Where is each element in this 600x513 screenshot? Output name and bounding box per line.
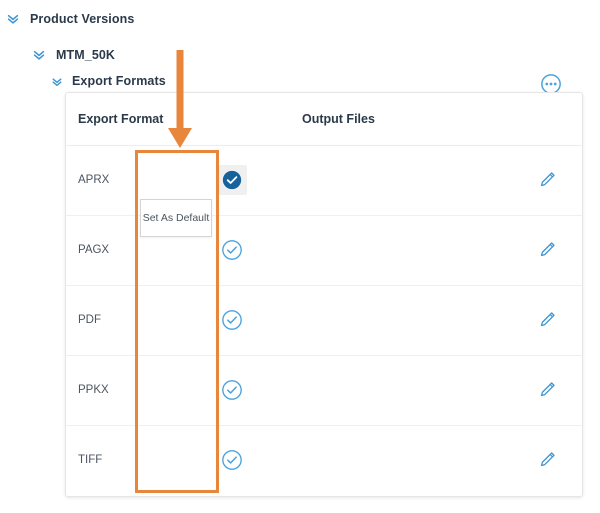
cell-export-format: TIFF bbox=[78, 454, 103, 467]
check-circle-filled-icon[interactable] bbox=[217, 165, 247, 195]
cell-set-default bbox=[174, 285, 290, 356]
cell-edit bbox=[514, 145, 582, 216]
pencil-icon[interactable] bbox=[538, 239, 558, 259]
table-header-row: Export Format Output Files bbox=[66, 93, 582, 146]
cell-output-files bbox=[290, 425, 514, 495]
export-formats-table: Export Format Output Files APRX bbox=[66, 93, 582, 495]
table-row: PAGX bbox=[66, 215, 582, 286]
table-body: APRX bbox=[66, 145, 582, 495]
tree-item-label: Export Formats bbox=[72, 74, 166, 88]
tree-item-mtm-50k[interactable]: MTM_50K bbox=[32, 48, 115, 62]
cell-edit bbox=[514, 215, 582, 286]
table-row: PPKX bbox=[66, 355, 582, 426]
cell-edit bbox=[514, 285, 582, 356]
cell-edit bbox=[514, 355, 582, 426]
table-header: Export Format Output Files bbox=[66, 93, 582, 146]
cell-output-files bbox=[290, 215, 514, 286]
chevron-double-down-icon[interactable] bbox=[51, 75, 63, 87]
table-row: PDF bbox=[66, 285, 582, 356]
table-row: TIFF bbox=[66, 425, 582, 495]
chevron-double-down-icon[interactable] bbox=[32, 48, 46, 62]
pencil-icon[interactable] bbox=[538, 169, 558, 189]
tree-item-export-formats[interactable]: Export Formats bbox=[51, 74, 166, 88]
cell-output-files bbox=[290, 355, 514, 426]
tree-item-label: Product Versions bbox=[30, 12, 135, 26]
set-as-default-tooltip: Set As Default bbox=[140, 199, 212, 237]
cell-export-format: PDF bbox=[66, 285, 174, 356]
cell-edit bbox=[514, 425, 582, 495]
cell-output-files bbox=[290, 145, 514, 216]
check-circle-outline-icon[interactable] bbox=[217, 305, 247, 335]
tree-item-label: MTM_50K bbox=[56, 48, 116, 62]
column-header-output-files: Output Files bbox=[290, 93, 514, 146]
column-header-default bbox=[174, 93, 290, 146]
pencil-icon[interactable] bbox=[538, 309, 558, 329]
check-circle-outline-icon[interactable] bbox=[217, 235, 247, 265]
cell-set-default bbox=[174, 425, 290, 495]
chevron-double-down-icon[interactable] bbox=[6, 12, 20, 26]
column-header-actions bbox=[514, 93, 582, 146]
export-formats-table-card: Export Format Output Files APRX bbox=[65, 92, 583, 497]
check-circle-outline-icon[interactable] bbox=[217, 445, 247, 475]
check-circle-outline-icon[interactable] bbox=[217, 375, 247, 405]
tree-item-product-versions[interactable]: Product Versions bbox=[6, 12, 134, 26]
tooltip-label: Set As Default bbox=[142, 212, 210, 224]
cell-export-format: PPKX bbox=[66, 355, 174, 426]
pencil-icon[interactable] bbox=[538, 449, 558, 469]
cell-output-files bbox=[290, 285, 514, 356]
pencil-icon[interactable] bbox=[538, 379, 558, 399]
cell-set-default bbox=[174, 355, 290, 426]
column-header-export-format: Export Format bbox=[66, 93, 174, 146]
